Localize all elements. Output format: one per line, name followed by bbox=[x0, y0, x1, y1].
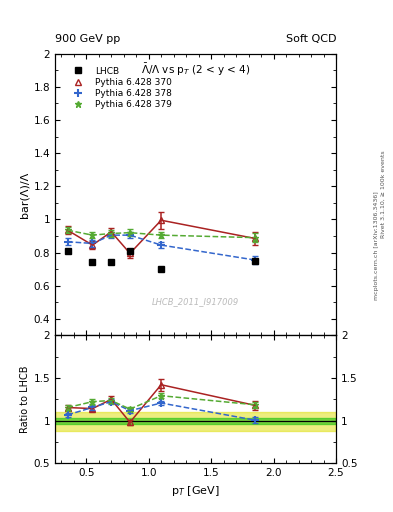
Text: $\bar{\Lambda}/\Lambda$ vs p$_{T}$ (2 < y < 4): $\bar{\Lambda}/\Lambda$ vs p$_{T}$ (2 < … bbox=[141, 62, 250, 78]
Pythia 6.428 379 bbox=[252, 234, 257, 241]
Pythia 6.428 370 bbox=[90, 242, 95, 248]
Legend: LHCB, Pythia 6.428 370, Pythia 6.428 378, Pythia 6.428 379: LHCB, Pythia 6.428 370, Pythia 6.428 378… bbox=[65, 64, 174, 112]
LHCB bbox=[252, 258, 257, 264]
X-axis label: p$_{T}$ [GeV]: p$_{T}$ [GeV] bbox=[171, 484, 220, 498]
Bar bbox=[55, 418, 336, 424]
LHCB bbox=[90, 260, 95, 266]
LHCB bbox=[128, 248, 132, 254]
Pythia 6.428 370 bbox=[65, 227, 70, 233]
LHCB bbox=[65, 248, 70, 254]
Pythia 6.428 379 bbox=[65, 227, 70, 233]
Pythia 6.428 379 bbox=[159, 232, 163, 238]
Y-axis label: Ratio to LHCB: Ratio to LHCB bbox=[20, 366, 30, 433]
Pythia 6.428 370 bbox=[252, 236, 257, 242]
Text: 900 GeV pp: 900 GeV pp bbox=[55, 33, 120, 44]
Pythia 6.428 379 bbox=[109, 230, 114, 237]
Pythia 6.428 379 bbox=[90, 232, 95, 238]
Pythia 6.428 378 bbox=[109, 232, 114, 238]
Pythia 6.428 370 bbox=[159, 217, 163, 223]
Pythia 6.428 378 bbox=[90, 240, 95, 246]
Bar bbox=[55, 412, 336, 431]
LHCB bbox=[159, 266, 163, 272]
Line: Pythia 6.428 379: Pythia 6.428 379 bbox=[64, 227, 258, 241]
Text: LHCB_2011_I917009: LHCB_2011_I917009 bbox=[152, 297, 239, 306]
Pythia 6.428 378 bbox=[65, 239, 70, 245]
Line: Pythia 6.428 378: Pythia 6.428 378 bbox=[63, 231, 259, 264]
Pythia 6.428 378 bbox=[252, 257, 257, 263]
Pythia 6.428 370 bbox=[109, 229, 114, 235]
Y-axis label: bar(Λ)/Λ: bar(Λ)/Λ bbox=[20, 172, 30, 218]
Pythia 6.428 370 bbox=[128, 250, 132, 257]
Line: Pythia 6.428 370: Pythia 6.428 370 bbox=[64, 217, 258, 257]
Pythia 6.428 379 bbox=[128, 229, 132, 236]
Text: Soft QCD: Soft QCD bbox=[286, 33, 336, 44]
Line: LHCB: LHCB bbox=[64, 248, 258, 272]
Text: Rivet 3.1.10, ≥ 100k events: Rivet 3.1.10, ≥ 100k events bbox=[381, 151, 386, 239]
LHCB bbox=[109, 260, 114, 266]
Pythia 6.428 378 bbox=[159, 242, 163, 248]
Text: mcplots.cern.ch [arXiv:1306.3436]: mcplots.cern.ch [arXiv:1306.3436] bbox=[374, 191, 379, 300]
Pythia 6.428 378 bbox=[128, 232, 132, 238]
